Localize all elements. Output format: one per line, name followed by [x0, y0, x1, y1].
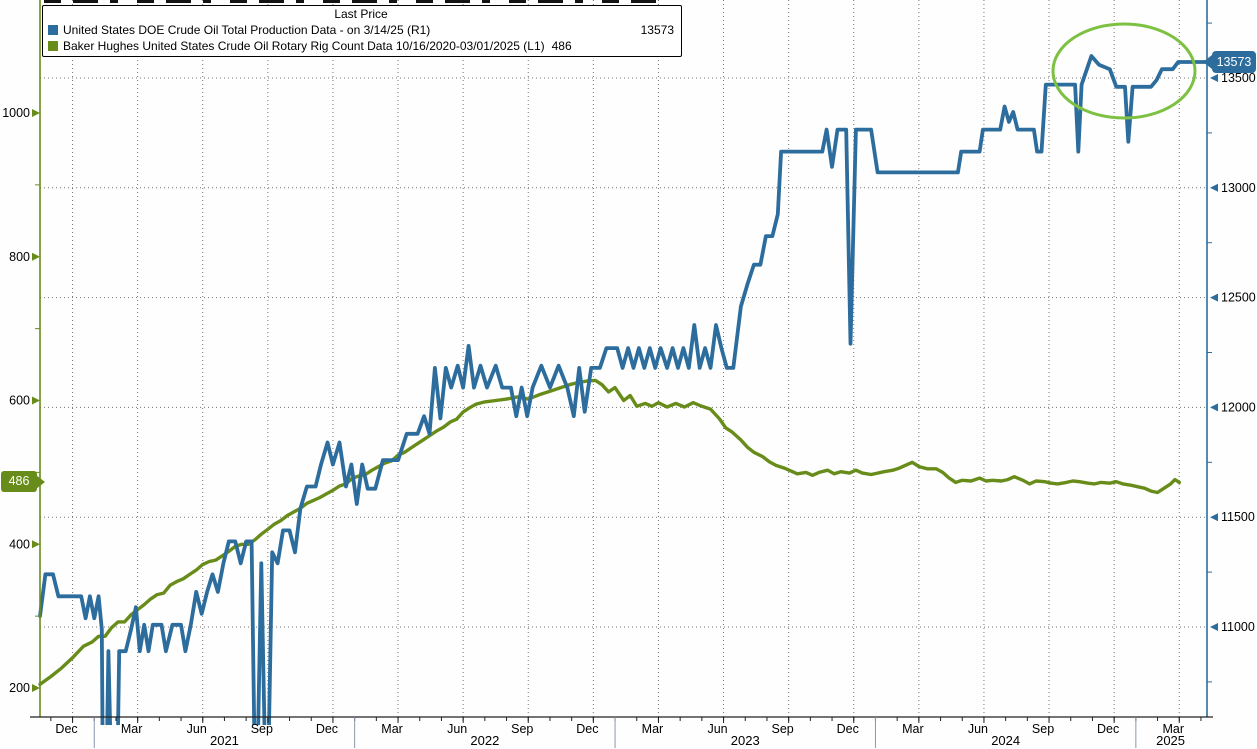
x-axis-quarter-label: Sep — [1032, 722, 1054, 736]
left-axis-tick-arrow-icon — [32, 252, 40, 261]
x-axis-quarter-label: Jun — [187, 722, 207, 736]
series-swatch-production-icon — [48, 25, 58, 35]
legend-box: Last Price United States DOE Crude Oil T… — [42, 5, 682, 57]
last-price-badge-production: 13573 — [1212, 51, 1256, 73]
x-axis-quarter-label: Mar — [642, 722, 664, 736]
x-axis-quarter-label: Sep — [772, 722, 794, 736]
series-line-production — [38, 54, 1207, 725]
right-axis-tick-label: 13000 — [1221, 181, 1256, 195]
highlight-ellipse-annotation — [1051, 22, 1197, 120]
x-axis-quarter-label: Sep — [511, 722, 533, 736]
right-axis-tick-arrow-icon — [1210, 183, 1218, 192]
x-axis-quarter-label: Mar — [902, 722, 924, 736]
last-price-badge-rig-count: 486 — [1, 471, 37, 492]
last-price-badge-production-tip — [1203, 55, 1212, 69]
x-axis-year-label: 2025 — [1156, 733, 1185, 748]
x-axis-quarter-label: Mar — [1162, 722, 1184, 736]
cropped-toolbar-text-fragment — [44, 0, 660, 3]
x-axis-quarter-label: Dec — [1097, 722, 1119, 736]
series-group — [38, 54, 1207, 725]
left-axis-tick-label: 1000 — [2, 106, 30, 120]
series-line-rig-count — [38, 378, 1181, 687]
x-axis-quarter-label: Jun — [707, 722, 727, 736]
x-axis-quarter-label: Dec — [837, 722, 859, 736]
right-axis-tick-arrow-icon — [1210, 513, 1218, 522]
x-axis-year-label: 2022 — [470, 733, 499, 748]
legend-value-production: 13573 — [640, 23, 674, 37]
legend-value-rig-count: 486 — [551, 39, 572, 53]
x-axis-year-label: 2021 — [210, 733, 239, 748]
right-axis-tick-label: 11500 — [1221, 510, 1255, 524]
left-axis-tick-arrow-icon — [32, 109, 40, 117]
x-axis-quarter-label: Jun — [447, 722, 467, 736]
series-swatch-rig-count-icon — [48, 41, 58, 51]
legend-label-production: United States DOE Crude Oil Total Produc… — [63, 23, 431, 37]
last-price-badge-rig-count-tip — [36, 475, 45, 489]
right-axis-tick-label: 13500 — [1221, 71, 1256, 85]
right-axis-tick-arrow-icon — [1210, 403, 1218, 412]
right-axis-tick-label: 11000 — [1221, 620, 1255, 634]
legend-title: Last Price — [334, 7, 388, 21]
legend-row-rig-count: Baker Hughes United States Crude Oil Rot… — [48, 38, 674, 54]
x-axis-year-label: 2023 — [731, 733, 760, 748]
left-axis-tick-arrow-icon — [32, 540, 40, 549]
left-axis-tick-arrow-icon — [32, 684, 40, 692]
left-axis-tick-label: 200 — [9, 681, 30, 695]
gridlines — [40, 0, 1207, 717]
left-axis-tick-arrow-icon — [32, 396, 40, 405]
x-axis-year-label: 2024 — [991, 733, 1020, 748]
x-axis-quarter-label: Dec — [55, 722, 77, 736]
right-axis-tick-label: 12500 — [1221, 291, 1256, 305]
x-axis-quarter-label: Mar — [381, 722, 403, 736]
x-axis-quarter-label: Mar — [121, 722, 143, 736]
x-axis-quarter-label: Dec — [576, 722, 598, 736]
left-axis-tick-label: 400 — [9, 537, 30, 551]
left-axis-tick-label: 600 — [9, 394, 30, 408]
left-axis-tick-label: 800 — [9, 250, 30, 264]
legend-row-production: United States DOE Crude Oil Total Produc… — [48, 22, 674, 38]
x-axis-quarter-label: Jun — [968, 722, 988, 736]
x-axis-quarter-label: Sep — [251, 722, 273, 736]
x-axis-quarter-label: Dec — [316, 722, 338, 736]
right-axis-tick-arrow-icon — [1210, 623, 1218, 631]
right-axis-tick-arrow-icon — [1210, 293, 1218, 302]
right-axis-tick-arrow-icon — [1210, 74, 1218, 82]
right-axis-tick-label: 12000 — [1221, 400, 1256, 414]
legend-label-rig-count: Baker Hughes United States Crude Oil Rot… — [63, 39, 545, 53]
